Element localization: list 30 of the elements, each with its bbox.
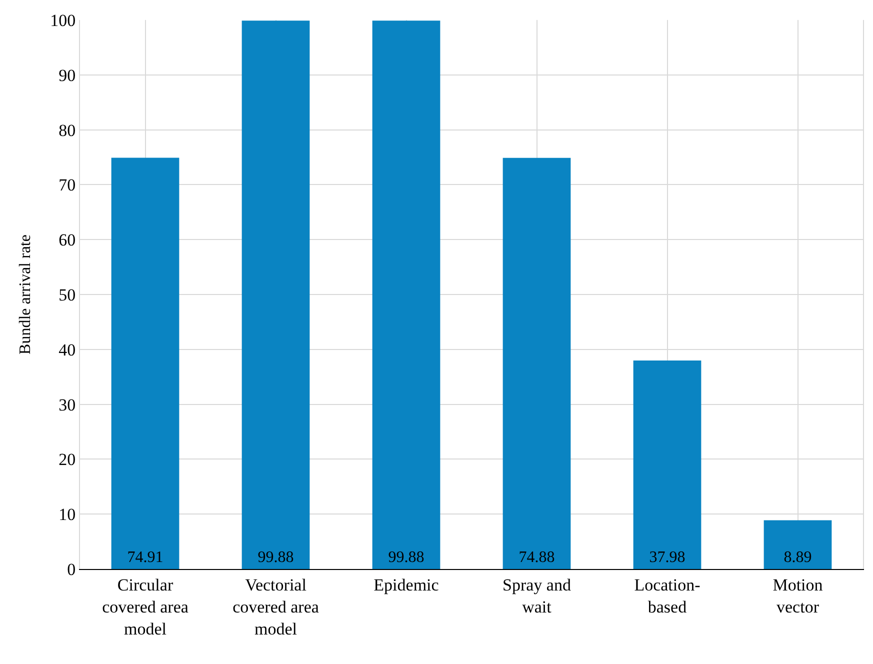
x-tick-label: Epidemic [374, 575, 440, 594]
x-tick-label: Circular covered area model [102, 575, 189, 639]
data-label: 74.88 [518, 549, 555, 566]
x-tick-label: Location-based [634, 575, 701, 616]
y-tick-label: 90 [58, 66, 76, 85]
y-tick-label: 80 [58, 120, 76, 140]
bar [764, 520, 832, 569]
x-tick-label: Motion vector [772, 575, 824, 616]
x-tick-label: Vectorial covered area model [232, 575, 320, 639]
y-tick-label: 50 [58, 285, 76, 304]
y-tick-label: 30 [58, 395, 76, 414]
bar [633, 360, 702, 569]
y-tick-label: 20 [58, 450, 76, 470]
data-label: 8.89 [784, 549, 812, 566]
bar [372, 20, 440, 569]
bar [502, 158, 571, 569]
x-tick-label: Spray and wait [502, 575, 572, 616]
y-tick-label: 10 [58, 505, 76, 524]
bar [111, 158, 180, 569]
y-tick-label: 100 [50, 10, 76, 30]
bar [242, 20, 310, 569]
y-tick-label: 60 [58, 230, 76, 250]
data-label: 74.91 [127, 549, 164, 566]
y-axis-title: Bundle arrival rate [17, 234, 34, 354]
data-label: 99.88 [258, 549, 294, 566]
y-tick-label: 70 [58, 176, 76, 195]
data-label: 99.88 [388, 549, 424, 566]
data-label: 37.98 [649, 549, 686, 566]
y-tick-label: 40 [58, 340, 76, 360]
y-tick-label: 0 [67, 560, 76, 579]
